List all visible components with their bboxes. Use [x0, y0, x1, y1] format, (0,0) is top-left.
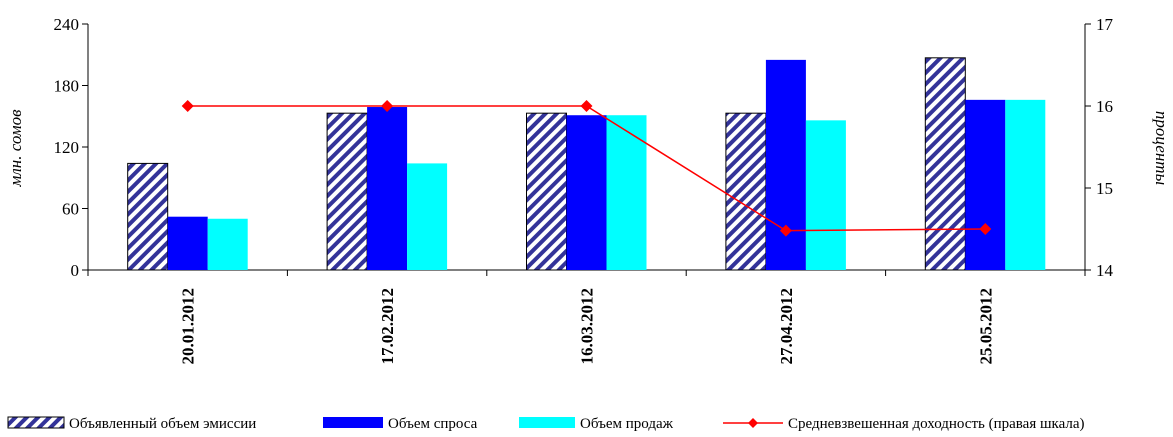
bar-3	[207, 218, 248, 270]
legend-item-3: Объем продаж	[519, 416, 674, 432]
legend: Объявленный объем эмиссии Объем спроса Объ…	[7, 416, 1085, 432]
category-label: 17.02.2012	[378, 288, 397, 365]
yield-line	[181, 100, 992, 237]
left-tick-label: 0	[71, 261, 80, 280]
legend-swatch	[7, 416, 65, 429]
yield-point	[381, 100, 394, 112]
legend-item-1: Объявленный объем эмиссии	[7, 416, 256, 432]
bar-1	[526, 112, 567, 271]
left-tick-label: 60	[62, 200, 79, 219]
left-axis-title: млн. сомов	[6, 109, 25, 188]
right-tick-label: 16	[1096, 97, 1113, 116]
bar-1	[725, 112, 767, 271]
bar-1	[326, 112, 368, 271]
legend-label: Средневзвешенная доходность (правая шкал…	[788, 416, 1085, 432]
yield-point	[979, 223, 992, 235]
legend-swatch	[519, 417, 575, 428]
bar-2	[566, 115, 607, 270]
category-label: 27.04.2012	[777, 288, 796, 365]
yield-point	[580, 100, 593, 112]
legend-swatch	[323, 417, 383, 428]
bar-2	[965, 99, 1006, 270]
bar-3	[805, 120, 846, 270]
yield-point	[779, 224, 792, 237]
right-axis-title: проценты	[1152, 111, 1171, 185]
legend-label: Объем продаж	[580, 416, 674, 432]
bar-2	[167, 216, 208, 270]
bar-2	[367, 107, 408, 271]
yield-point	[181, 100, 194, 112]
bar-2	[765, 59, 806, 270]
bar-3	[407, 163, 448, 270]
legend-item-4: Средневзвешенная доходность (правая шкал…	[723, 416, 1085, 432]
bars	[127, 57, 1046, 271]
legend-label: Объем спроса	[388, 416, 478, 432]
bar-1	[924, 57, 966, 271]
legend-item-2: Объем спроса	[323, 416, 478, 432]
right-y-axis: 14 15 16 17	[1084, 15, 1114, 280]
right-tick-label: 15	[1096, 179, 1113, 198]
bar-3	[1005, 99, 1046, 270]
legend-label: Объявленный объем эмиссии	[69, 416, 256, 432]
right-tick-label: 14	[1096, 261, 1114, 280]
category-label: 20.01.2012	[179, 288, 198, 365]
category-label: 25.05.2012	[976, 288, 995, 365]
legend-swatch-marker	[748, 418, 758, 428]
category-labels: 20.01.2012 17.02.2012 16.03.2012 27.04.2012…	[179, 288, 996, 365]
category-label: 16.03.2012	[578, 288, 597, 365]
right-tick-label: 17	[1096, 15, 1114, 34]
left-tick-label: 120	[54, 138, 80, 157]
left-tick-label: 180	[54, 77, 80, 96]
bar-1	[127, 162, 169, 271]
left-tick-label: 240	[54, 15, 80, 34]
bar-3	[606, 115, 647, 270]
